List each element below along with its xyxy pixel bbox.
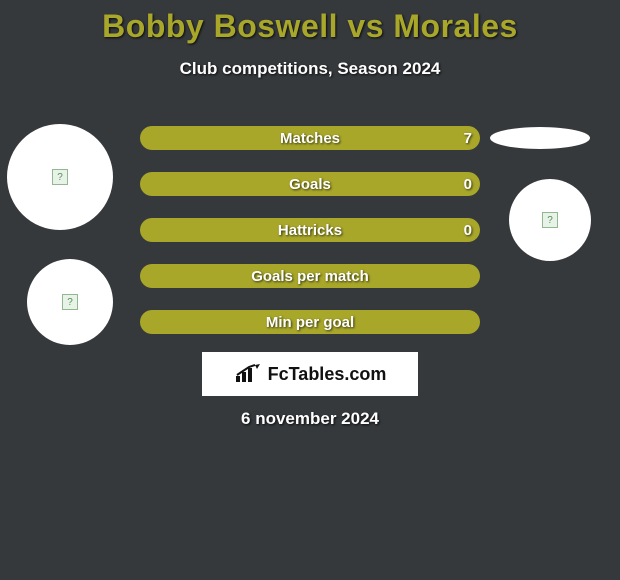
player-avatar-left-1: ? xyxy=(7,124,113,230)
broken-image-icon: ? xyxy=(52,169,68,185)
page-subtitle: Club competitions, Season 2024 xyxy=(0,59,620,79)
player-avatar-right: ? xyxy=(509,179,591,261)
stat-label: Min per goal xyxy=(140,310,480,334)
stat-value: 0 xyxy=(464,218,472,242)
brand-text: FcTables.com xyxy=(268,364,387,385)
brand-badge: FcTables.com xyxy=(202,352,418,396)
stat-label: Goals per match xyxy=(140,264,480,288)
chart-icon xyxy=(234,364,262,384)
stat-label: Hattricks xyxy=(140,218,480,242)
stat-bar-hattricks: Hattricks 0 xyxy=(140,218,480,242)
player-avatar-left-2: ? xyxy=(27,259,113,345)
stat-value: 0 xyxy=(464,172,472,196)
stat-value: 7 xyxy=(464,126,472,150)
broken-image-icon: ? xyxy=(62,294,78,310)
stat-label: Goals xyxy=(140,172,480,196)
stat-bar-goals-per-match: Goals per match xyxy=(140,264,480,288)
stat-bars: Matches 7 Goals 0 Hattricks 0 Goals per … xyxy=(140,126,480,356)
decorative-ellipse xyxy=(490,127,590,149)
stat-bar-matches: Matches 7 xyxy=(140,126,480,150)
stat-label: Matches xyxy=(140,126,480,150)
page-title: Bobby Boswell vs Morales xyxy=(0,0,620,45)
stat-bar-goals: Goals 0 xyxy=(140,172,480,196)
footer-date: 6 november 2024 xyxy=(0,409,620,429)
stat-bar-min-per-goal: Min per goal xyxy=(140,310,480,334)
broken-image-icon: ? xyxy=(542,212,558,228)
